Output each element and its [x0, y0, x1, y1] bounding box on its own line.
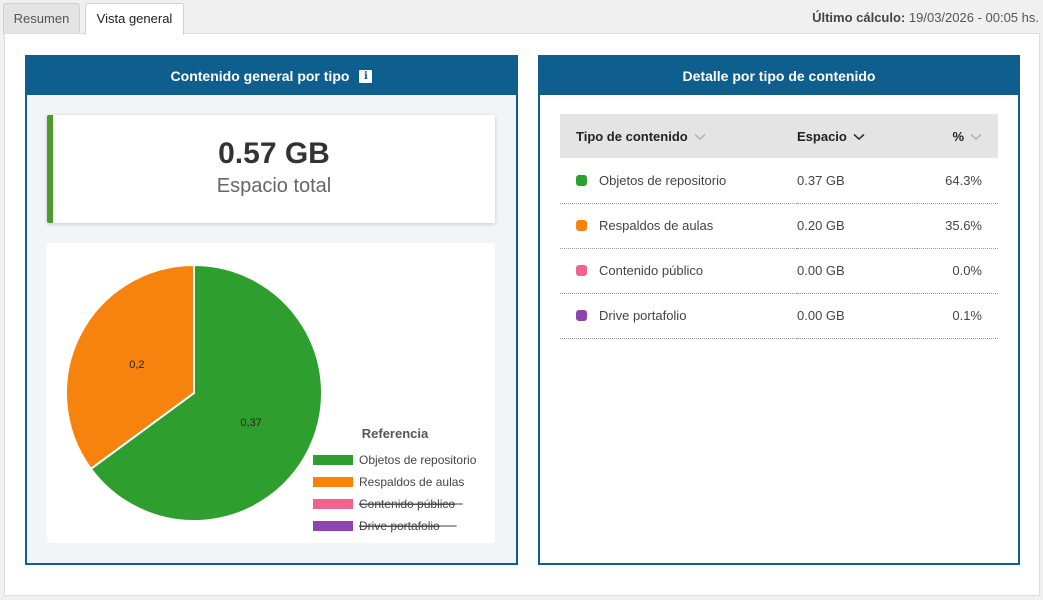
column-header-tipo-label: Tipo de contenido [576, 128, 688, 144]
detail-by-type-header: Detalle por tipo de contenido [540, 57, 1018, 95]
column-header-espacio[interactable]: Espacio [797, 114, 917, 158]
total-space-label: Espacio total [216, 175, 332, 197]
content-by-type-title: Contenido general por tipo [170, 68, 350, 84]
row-type-name: Drive portafolio [599, 308, 687, 323]
row-space: 0.37 GB [797, 158, 917, 204]
detail-table: Tipo de contenido Espacio % Objetos de r… [560, 114, 998, 339]
color-dot [576, 174, 587, 186]
legend-label[interactable]: Respaldos de aulas [359, 475, 464, 489]
row-type-name: Respaldos de aulas [599, 218, 714, 233]
row-type-name: Contenido público [599, 263, 704, 278]
detail-by-type-panel: Detalle por tipo de contenido Tipo de co… [538, 55, 1020, 565]
column-header-espacio-label: Espacio [797, 128, 847, 144]
total-space-card: 0.57 GB Espacio total [47, 115, 495, 223]
last-calculation-value: 19/03/2026 - 00:05 hs. [908, 10, 1039, 25]
chevron-down-icon [853, 133, 865, 140]
row-percent: 0.1% [917, 293, 998, 339]
row-percent: 35.6% [917, 203, 998, 249]
row-percent: 0.0% [917, 248, 998, 294]
color-dot [576, 310, 587, 321]
table-row: Drive portafolio 0.00 GB 0.1% [560, 293, 998, 339]
row-type-cell: Objetos de repositorio [560, 158, 797, 204]
detail-by-type-title: Detalle por tipo de contenido [682, 68, 876, 84]
legend-label[interactable]: Objetos de repositorio [359, 453, 477, 467]
detail-table-header: Tipo de contenido Espacio % [560, 114, 998, 158]
row-space: 0.00 GB [797, 293, 917, 339]
chevron-down-icon [694, 133, 706, 140]
row-type-cell: Drive portafolio [560, 293, 797, 339]
pie-slice-label: 0,2 [129, 359, 144, 371]
legend-title: Referencia [362, 426, 429, 441]
row-type-name: Objetos de repositorio [599, 172, 727, 188]
row-type-cell: Contenido público [560, 248, 797, 294]
column-header-tipo[interactable]: Tipo de contenido [560, 114, 797, 158]
color-dot [576, 220, 587, 231]
legend-swatch[interactable] [313, 521, 353, 531]
pie-chart-card: 0,37 0,2 Referencia Objetos de repositorio R… [47, 243, 495, 543]
legend-swatch[interactable] [313, 499, 353, 509]
row-space: 0.00 GB [797, 248, 917, 294]
table-row: Respaldos de aulas 0.20 GB 35.6% [560, 203, 998, 249]
main-content: Contenido general por tipo i 0.57 GB Esp… [4, 33, 1040, 596]
tab-vista-general[interactable]: Vista general [85, 3, 184, 35]
row-type-cell: Respaldos de aulas [560, 203, 797, 249]
pie-chart: 0,37 0,2 Referencia Objetos de repositorio R… [65, 263, 477, 533]
chevron-down-icon [970, 133, 982, 140]
info-icon[interactable]: i [359, 69, 373, 83]
table-row: Contenido público 0.00 GB 0.0% [560, 248, 998, 294]
tab-resumen[interactable]: Resumen [3, 3, 80, 34]
last-calculation: Último cálculo: 19/03/2026 - 00:05 hs. [812, 10, 1039, 25]
color-dot [576, 265, 587, 276]
last-calculation-label: Último cálculo: [812, 10, 906, 25]
row-percent: 64.3% [917, 158, 998, 204]
content-by-type-panel: Contenido general por tipo i 0.57 GB Esp… [25, 55, 518, 565]
legend-swatch[interactable] [313, 477, 353, 487]
legend-swatch[interactable] [313, 455, 353, 465]
tab-bar: Resumen Vista general Último cálculo: 19… [0, 0, 1043, 35]
row-space: 0.20 GB [797, 203, 917, 249]
table-row: Objetos de repositorio 0.37 GB 64.3% [560, 158, 998, 204]
column-header-percent[interactable]: % [917, 114, 998, 158]
column-header-percent-label: % [952, 128, 964, 144]
pie-slice-label: 0,37 [240, 417, 261, 429]
pie-slice[interactable] [65, 263, 195, 471]
content-by-type-header: Contenido general por tipo i [27, 57, 516, 95]
content-by-type-body: 0.57 GB Espacio total 0,37 0,2 Referencia O… [27, 95, 516, 563]
total-space-value: 0.57 GB [218, 137, 330, 170]
pie-slice[interactable] [89, 263, 323, 522]
